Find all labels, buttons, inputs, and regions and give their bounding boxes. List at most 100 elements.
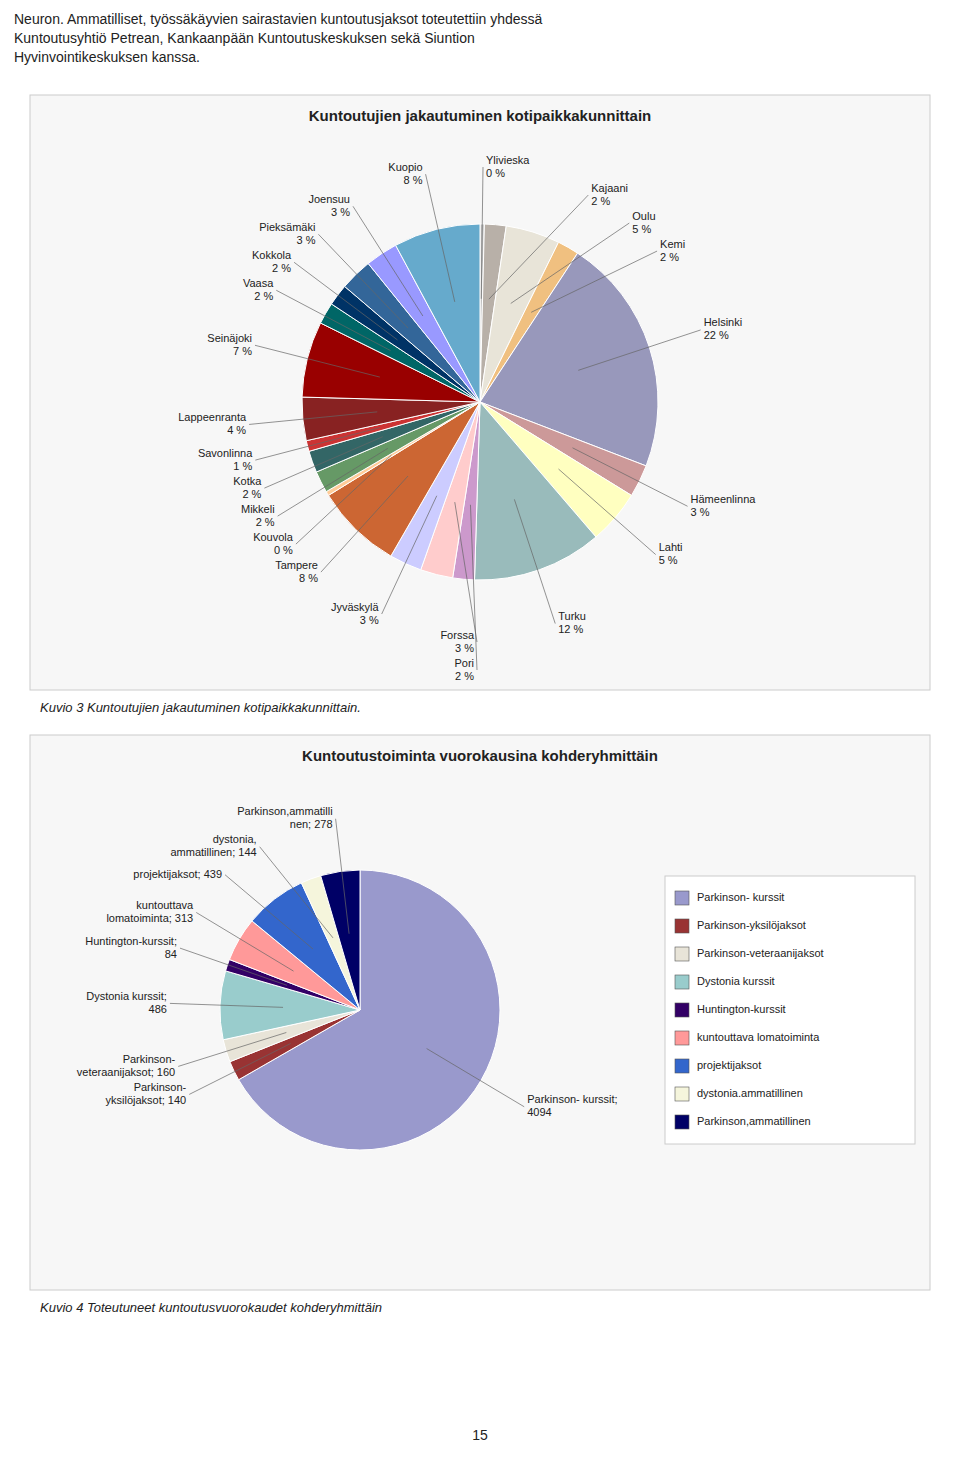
leader-line [196,912,293,971]
leader-line [336,819,349,934]
data-label-line: 3 % [296,234,315,246]
data-label-line: 0 % [274,544,293,556]
data-label-line: dystonia, [213,833,257,845]
data-label-line: 7 % [233,345,252,357]
leader-line [260,847,333,938]
data-label-line: Pieksämäki [259,221,315,233]
data-label-line: Tampere [275,559,318,571]
data-label: Hämeenlinna3 % [691,493,757,518]
legend-label: Parkinson- kurssit [697,891,784,903]
data-label-line: 4094 [527,1106,551,1118]
data-label: Parkinson-yksilöjaksot; 140 [106,1081,187,1106]
leader-line [455,502,477,642]
leader-line [559,469,656,555]
legend-swatch [675,947,689,961]
data-label-line: 5 % [632,222,651,234]
data-label: Pori2 % [454,656,474,681]
data-label-line: 3 % [455,641,474,653]
data-label: Lahti5 % [659,541,683,566]
header-line: Neuron. Ammatilliset, työssäkäyvien sair… [14,11,543,27]
data-label-line: Dystonia kurssit; [86,990,167,1002]
leader-line [189,1043,290,1094]
data-label-line: Forssa [440,628,475,640]
data-label: Kouvola0 % [253,531,294,556]
legend-swatch [675,1031,689,1045]
data-label-line: Helsinki [704,316,743,328]
leader-line [170,1003,283,1007]
data-label: Dystonia kurssit;486 [86,990,167,1015]
data-label-line: 0 % [486,166,505,178]
data-label-line: 486 [149,1003,167,1015]
data-label: projektijaksot; 439 [133,868,222,880]
data-label-line: Savonlinna [198,447,253,459]
data-label-line: 8 % [299,572,318,584]
leader-line [255,345,380,377]
legend-label: Parkinson,ammatillinen [697,1115,811,1127]
legend-label: Parkinson-veteraanijaksot [697,947,824,959]
leader-line [427,1049,525,1107]
data-label-line: lomatoiminta; 313 [106,912,193,924]
data-label: Kajaani2 % [591,181,628,206]
data-label-line: 2 % [256,516,275,528]
leader-line [382,496,437,614]
leader-line [180,948,287,985]
data-label-line: 3 % [360,613,379,625]
data-label-line: ammatillinen; 144 [170,846,256,858]
chart-frame [30,735,930,1290]
data-label-line: Ylivieska [486,153,530,165]
legend-swatch [675,919,689,933]
data-label: Savonlinna1 % [198,447,253,472]
data-label-line: Oulu [632,209,655,221]
data-label-line: Huntington-kurssit; [85,935,177,947]
data-label-line: Kotka [233,475,262,487]
data-label-line: yksilöjaksot; 140 [106,1094,187,1106]
legend-label: kuntouttava lomatoiminta [697,1031,820,1043]
leader-line [489,195,588,299]
data-label: Helsinki22 % [704,316,743,341]
legend-swatch [675,891,689,905]
data-label-line: Jyväskylä [331,600,380,612]
leader-line [481,167,483,299]
data-label: Turku12 % [558,610,586,635]
data-label: Seinäjoki7 % [207,332,252,357]
data-label-line: Kemi [660,237,685,249]
data-label: Forssa3 % [440,628,475,653]
data-label-line: Kajaani [591,181,628,193]
data-label-line: 4 % [227,424,246,436]
leader-line [511,223,630,303]
leader-line [318,234,408,328]
data-label-line: Parkinson- [134,1081,187,1093]
legend: Parkinson- kurssitParkinson-yksilöjaksot… [665,876,915,1144]
leader-line [255,428,380,461]
data-label-line: Parkinson- [123,1053,176,1065]
data-label: Kokkola2 % [252,249,292,274]
data-label-line: Hämeenlinna [691,493,757,505]
data-label: Tampere8 % [275,559,318,584]
data-label-line: 2 % [254,290,273,302]
data-label-line: 1 % [233,460,252,472]
pie-slice [321,870,360,1010]
header-line: Hyvinvointikeskuksen kanssa. [14,49,200,65]
data-label-line: 5 % [659,554,678,566]
data-label-line: 8 % [404,174,423,186]
data-label: Kotka2 % [233,475,262,500]
data-label-line: nen; 278 [290,818,333,830]
pie-slice [396,224,480,402]
data-label-line: kuntouttava [136,899,194,911]
data-label-line: veteraanijaksot; 160 [77,1066,175,1078]
leader-line [578,330,700,370]
data-label-line: Seinäjoki [207,332,252,344]
leader-line [353,206,423,316]
data-label: Mikkeli2 % [241,503,275,528]
data-label-line: Pori [454,656,474,668]
leader-line [531,251,657,312]
data-label-line: 2 % [455,669,474,681]
data-label-line: 2 % [591,194,610,206]
data-label-line: 3 % [331,206,350,218]
legend-frame [665,876,915,1144]
data-label: Vaasa2 % [243,277,274,302]
slices [220,870,500,1150]
leader-line [321,476,408,572]
data-label-line: Kuopio [388,161,422,173]
chart-frame [30,95,930,690]
